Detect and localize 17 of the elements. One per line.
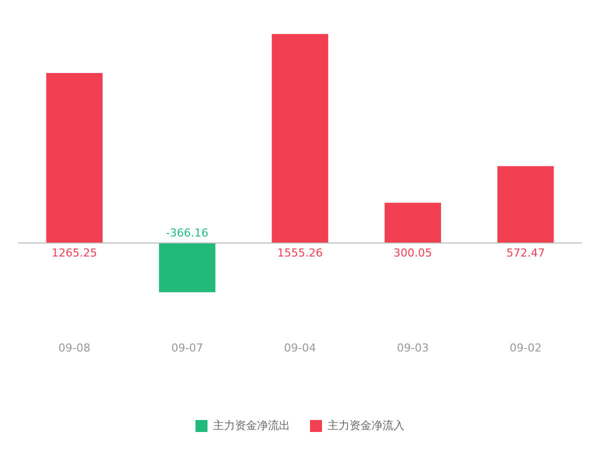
bar [159,243,216,292]
x-tick-label: 09-07 [171,341,204,354]
data-label: 300.05 [394,246,432,260]
x-tick-label: 09-03 [396,341,429,354]
data-label: 1265.25 [52,246,98,260]
x-tick-label: 09-04 [284,341,316,354]
bar [497,166,554,244]
legend-label: 主力资金净流出 [213,418,290,432]
bar [384,202,441,244]
data-label: -366.16 [166,226,208,240]
x-tick-label: 09-02 [510,341,542,354]
legend-label: 主力资金净流入 [328,418,404,432]
bar [46,72,103,244]
x-tick-label: 09-08 [58,341,90,354]
bar [272,34,328,244]
data-label: 572.47 [506,246,545,260]
data-label: 1555.26 [277,246,323,260]
